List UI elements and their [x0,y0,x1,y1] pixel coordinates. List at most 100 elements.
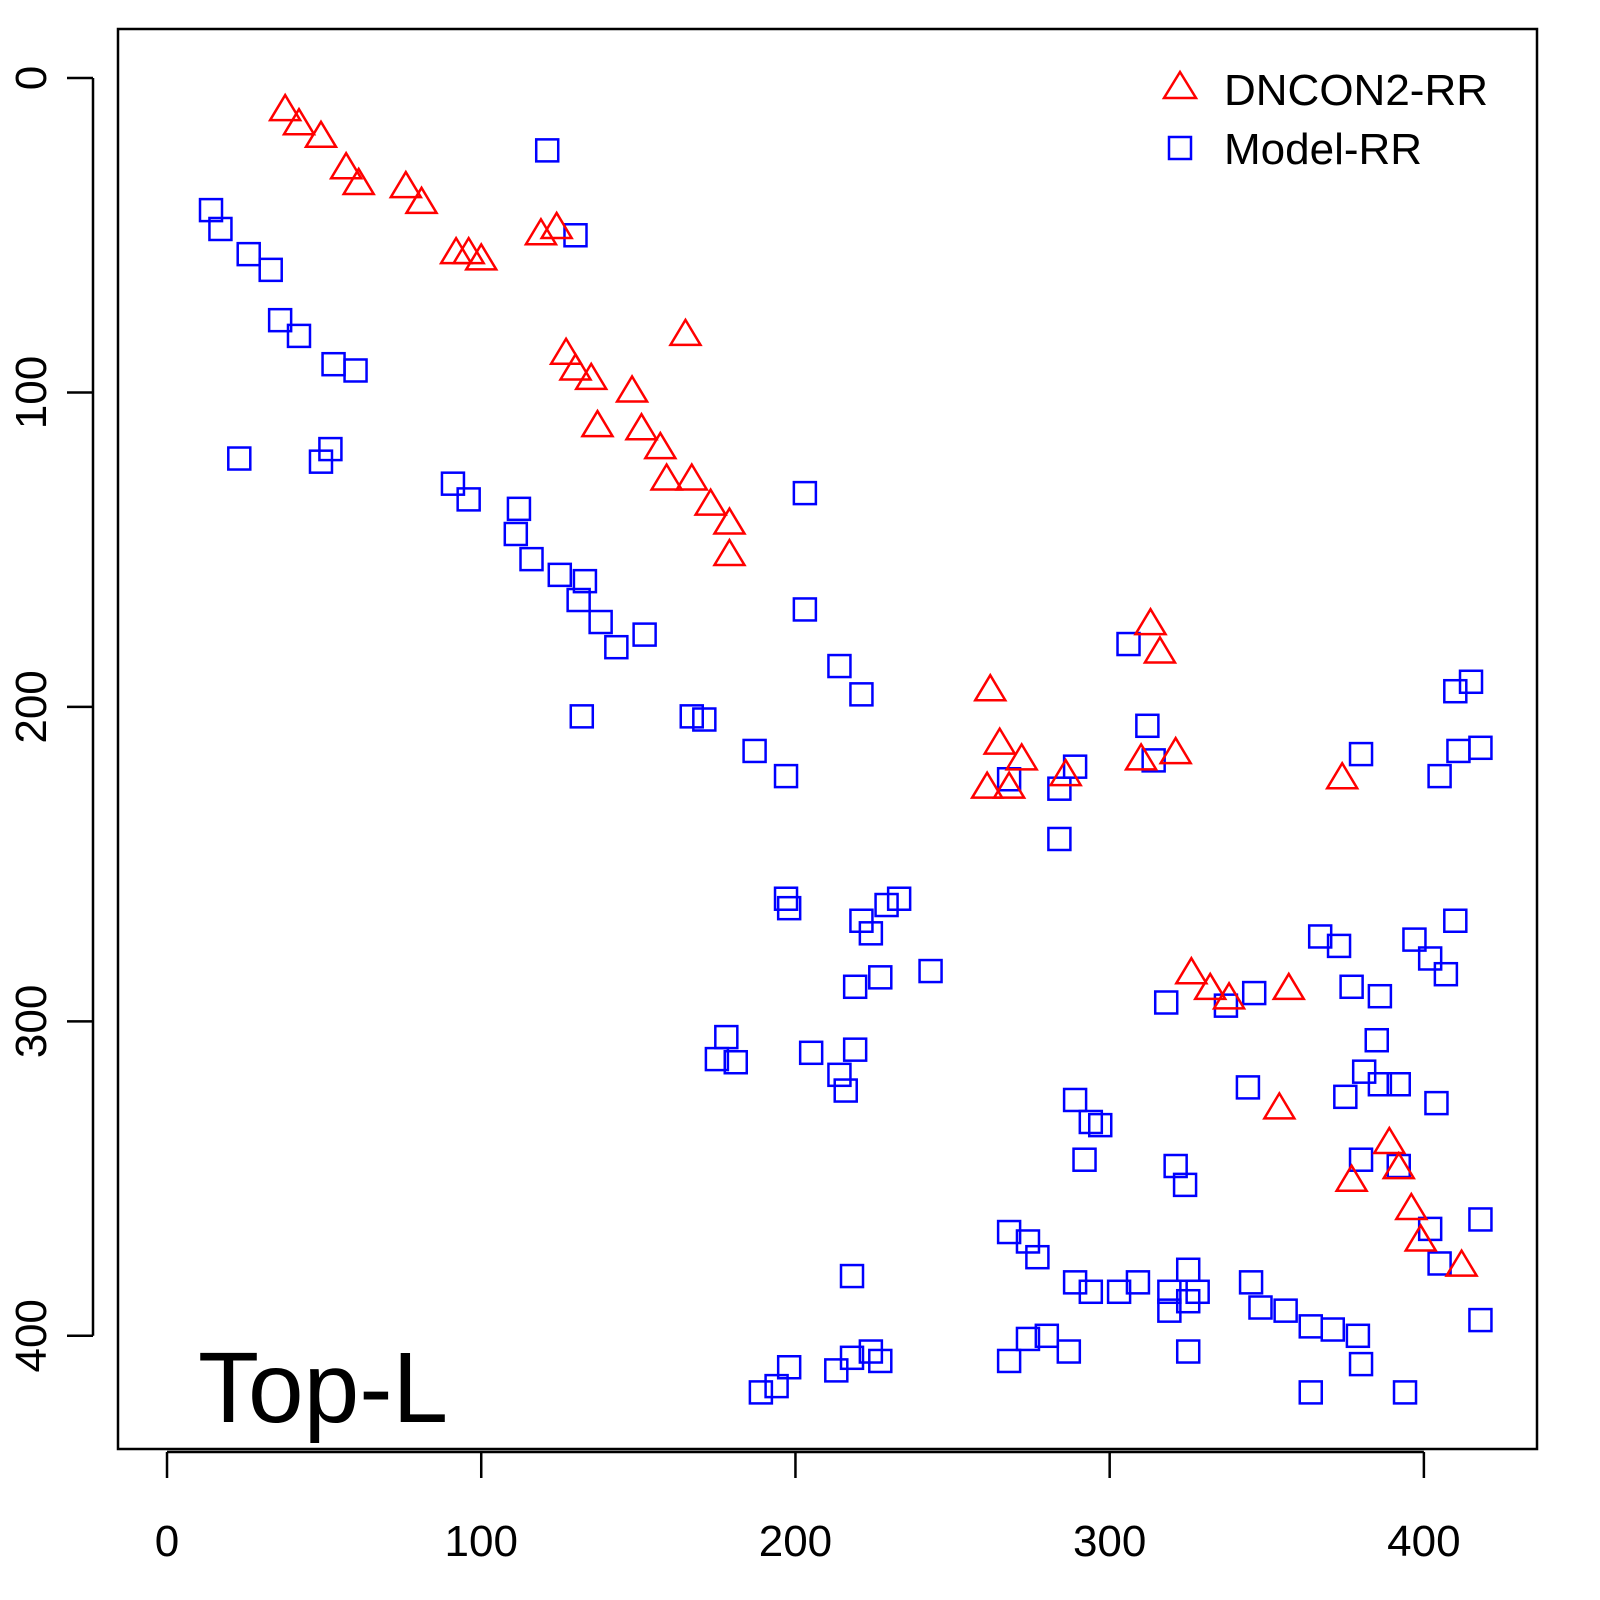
data-points [198,92,1493,1405]
model-rr-point [632,622,657,647]
model-rr-point [1087,1112,1113,1138]
model-rr-point [996,1348,1022,1374]
model-rr-point [996,1219,1022,1245]
model-rr-point [692,707,717,732]
model-rr-point [1468,1307,1493,1333]
dncon2-rr-point [991,770,1027,799]
model-rr-point [1153,990,1179,1015]
x-tick-label: 100 [445,1517,518,1566]
dncon2-rr-point [1444,1248,1479,1277]
dncon2-rr-point [1403,1223,1438,1252]
model-rr-point [868,1348,893,1374]
model-rr-point [1078,1279,1104,1305]
dncon2-rr-point [643,430,678,460]
model-rr-point [714,1024,739,1050]
dncon2-rr-point [668,317,703,347]
model-rr-point [1157,1279,1182,1305]
model-rr-point [1298,1380,1324,1405]
model-rr-point [798,1040,824,1066]
dncon2-rr-point [649,462,684,491]
model-rr-point [1141,748,1166,773]
model-rr-point [566,587,591,613]
model-rr-point [764,1373,789,1399]
model-rr-point [1175,1257,1201,1283]
model-rr-point [842,974,868,1000]
model-rr-point [827,653,852,679]
dncon2-rr-point [548,336,584,366]
model-rr-point [1238,1270,1264,1295]
model-rr-point [1298,1314,1324,1339]
legend-label-dncon2: DNCON2-RR [1224,66,1488,115]
model-rr-point [318,436,343,462]
model-rr-point [1320,1317,1346,1342]
dncon2-rr-point [341,166,376,196]
legend: DNCON2-RR Model-RR [1161,66,1488,174]
dncon2-rr-point [580,408,615,438]
model-rr-point [773,763,799,789]
dncon2-rr-point [1048,757,1083,787]
model-rr-point [1348,741,1374,767]
model-rr-point [1345,1323,1371,1349]
model-rr-point [776,895,802,921]
model-rr-point [1427,763,1452,789]
dncon2-rr-point [1372,1125,1407,1155]
model-rr-point [742,738,767,764]
model-rr-point [858,1339,884,1364]
model-rr-point [1116,631,1141,657]
model-rr-point [723,1049,748,1075]
y-tick-label: 400 [7,1299,56,1372]
dncon2-rr-point [614,374,650,403]
dncon2-rr-point [1174,955,1209,985]
model-rr-point [1175,1339,1201,1364]
model-rr-point [1348,1351,1374,1377]
model-rr-point [208,216,233,242]
dncon2-rr-point [1271,971,1306,1001]
dncon2-rr-point [1334,1163,1369,1192]
model-rr-point [1364,1027,1389,1053]
model-rr-point [1062,1087,1088,1113]
model-rr-point [1062,1270,1088,1295]
model-rr-point [1106,1279,1132,1305]
model-rr-point [267,307,293,333]
model-rr-point [1424,1090,1449,1116]
model-rr-point [1427,1251,1452,1276]
model-rr-point [827,1062,852,1088]
model-rr-point [839,1263,865,1289]
model-rr-point [1241,980,1267,1006]
legend-square-icon [1167,135,1193,161]
model-rr-point [833,1078,858,1103]
dncon2-rr-point [982,726,1017,755]
dncon2-rr-point [1123,741,1159,771]
dncon2-rr-point [693,487,728,516]
dncon2-rr-point [1262,1090,1297,1120]
model-rr-point [440,471,466,496]
model-rr-point [918,958,943,984]
model-rr-point [1326,933,1352,959]
model-rr-point [1047,776,1072,801]
model-rr-point [1163,1153,1188,1179]
model-rr-point [1015,1229,1041,1254]
model-rr-point [849,682,874,707]
model-rr-point [1078,1109,1104,1135]
model-rr-point [839,1345,865,1371]
dncon2-rr-point [1142,635,1178,664]
model-rr-point [1034,1323,1060,1349]
legend-triangle-icon [1161,69,1199,100]
model-rr-point [1339,974,1364,1000]
model-rr-point [1468,1207,1493,1232]
model-rr-point [824,1358,849,1383]
model-rr-point [886,886,912,911]
x-tick-label: 0 [155,1517,179,1566]
model-rr-point [1015,1326,1041,1352]
model-rr-point [792,597,818,622]
dncon2-rr-point [1324,760,1360,790]
x-tick-label: 200 [759,1517,832,1566]
y-tick-label: 0 [7,66,56,90]
model-rr-point [1443,678,1468,704]
dncon2-rr-point [388,169,424,199]
dncon2-rr-point [1394,1191,1429,1221]
dncon2-rr-point [969,770,1005,799]
model-rr-point [792,480,818,506]
y-tick-label: 300 [7,985,56,1058]
model-rr-point [258,257,283,283]
